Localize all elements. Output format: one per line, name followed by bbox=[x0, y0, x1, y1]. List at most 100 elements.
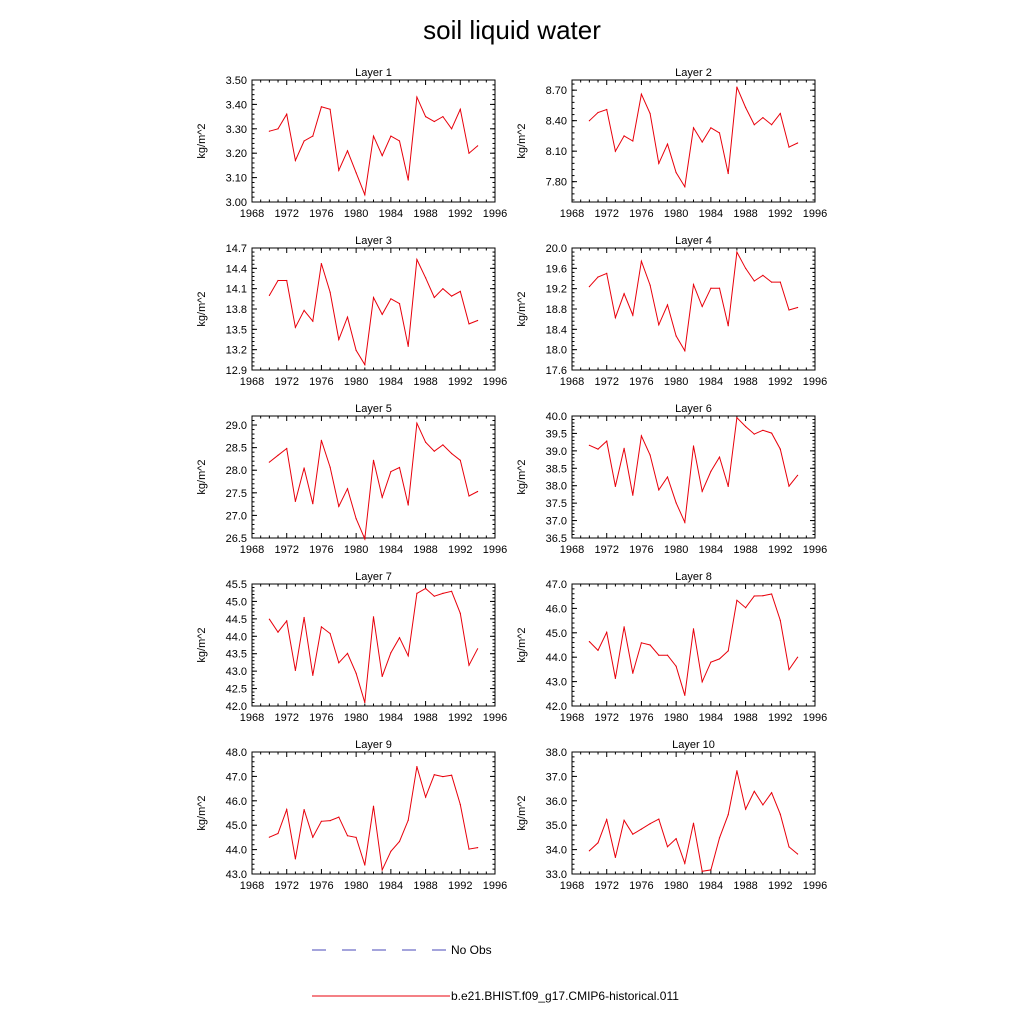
data-point bbox=[268, 836, 270, 838]
data-point bbox=[407, 504, 409, 506]
data-point bbox=[597, 649, 599, 652]
panel-layer-8: Layer 8 1968 1972 1976 1980 1984 1988 1992 1996 4… bbox=[516, 571, 827, 724]
y-tick-label: 37.5 bbox=[546, 498, 567, 510]
plot-frame bbox=[571, 751, 816, 875]
series-line bbox=[268, 257, 478, 367]
data-point bbox=[710, 869, 712, 871]
data-point bbox=[468, 495, 470, 497]
data-point bbox=[779, 448, 781, 450]
y-tick-label: 3.00 bbox=[226, 197, 247, 209]
y-tick-label: 28.0 bbox=[226, 465, 247, 477]
y-tick-label: 3.40 bbox=[226, 99, 247, 111]
y-tick-label: 46.0 bbox=[226, 796, 247, 808]
panel-title: Layer 10 bbox=[672, 739, 715, 751]
x-tick-label: 1996 bbox=[803, 880, 827, 892]
y-axis-label: kg/m^2 bbox=[196, 123, 208, 158]
data-point bbox=[632, 494, 634, 496]
data-point bbox=[649, 644, 651, 646]
data-point bbox=[666, 654, 669, 656]
data-point bbox=[372, 616, 375, 618]
y-tick-label: 19.2 bbox=[546, 284, 567, 296]
x-tick-label: 1968 bbox=[560, 376, 584, 388]
y-tick-label: 39.5 bbox=[546, 428, 567, 440]
x-tick-label: 1988 bbox=[413, 208, 437, 220]
data-point bbox=[346, 835, 349, 837]
panel-title: Layer 5 bbox=[355, 403, 392, 415]
x-tick-label: 1988 bbox=[733, 544, 757, 556]
data-point bbox=[398, 466, 401, 469]
data-point bbox=[710, 287, 712, 289]
panel-title: Layer 4 bbox=[675, 235, 712, 247]
x-tick-label: 1980 bbox=[664, 208, 688, 220]
data-point bbox=[433, 120, 435, 123]
y-tick-label: 34.0 bbox=[546, 845, 567, 857]
y-tick-label: 14.4 bbox=[226, 263, 247, 275]
y-tick-label: 18.8 bbox=[546, 304, 567, 316]
data-point bbox=[372, 135, 375, 137]
x-tick-label: 1988 bbox=[413, 880, 437, 892]
data-point bbox=[701, 870, 703, 872]
x-tick-label: 1968 bbox=[560, 544, 584, 556]
data-point bbox=[649, 112, 651, 115]
data-point bbox=[381, 155, 383, 157]
data-point bbox=[640, 642, 643, 644]
data-point bbox=[779, 813, 781, 815]
x-tick-label: 1984 bbox=[699, 880, 723, 892]
data-point bbox=[753, 280, 755, 282]
data-point bbox=[658, 489, 660, 491]
data-point bbox=[355, 836, 357, 839]
data-point bbox=[718, 456, 721, 458]
y-tick-label: 7.80 bbox=[546, 177, 567, 189]
y-tick-label: 38.0 bbox=[546, 481, 567, 493]
data-point bbox=[372, 459, 375, 461]
plot-frame bbox=[571, 415, 816, 539]
data-point bbox=[390, 652, 392, 654]
data-point bbox=[736, 599, 738, 601]
y-tick-label: 42.0 bbox=[546, 701, 567, 713]
data-point bbox=[372, 805, 375, 807]
data-point bbox=[381, 496, 383, 498]
data-point bbox=[355, 672, 357, 674]
y-tick-label: 43.0 bbox=[546, 677, 567, 689]
data-point bbox=[425, 441, 427, 443]
y-tick-label: 39.0 bbox=[546, 446, 567, 458]
data-point bbox=[718, 287, 721, 289]
data-point bbox=[425, 796, 427, 798]
data-point bbox=[762, 117, 764, 119]
data-point bbox=[797, 656, 799, 658]
data-point bbox=[338, 505, 340, 507]
panels: Layer 1 1968 1972 1976 1980 1984 1988 1992 1996 3… bbox=[196, 67, 827, 892]
data-point bbox=[355, 349, 357, 351]
data-point bbox=[614, 317, 617, 319]
plot-frame bbox=[251, 583, 496, 707]
data-point bbox=[277, 454, 279, 456]
data-point bbox=[303, 140, 305, 142]
data-point bbox=[468, 664, 470, 666]
data-point bbox=[692, 628, 695, 630]
x-tick-label: 1980 bbox=[344, 880, 368, 892]
data-point bbox=[451, 295, 453, 297]
y-tick-label: 38.0 bbox=[546, 747, 567, 759]
data-point bbox=[433, 450, 435, 452]
x-tick-label: 1984 bbox=[379, 880, 403, 892]
data-point bbox=[277, 631, 279, 633]
y-tick-label: 47.0 bbox=[546, 579, 567, 591]
data-point bbox=[407, 819, 409, 821]
x-tick-label: 1980 bbox=[664, 880, 688, 892]
x-tick-label: 1984 bbox=[699, 376, 723, 388]
data-point bbox=[277, 832, 279, 835]
data-point bbox=[606, 272, 608, 274]
series-line bbox=[589, 770, 798, 872]
data-point bbox=[771, 593, 773, 595]
data-point bbox=[606, 440, 608, 442]
data-point bbox=[771, 792, 773, 794]
data-point bbox=[407, 655, 409, 657]
data-point bbox=[364, 364, 366, 366]
y-tick-label: 35.0 bbox=[546, 820, 567, 832]
data-point bbox=[338, 338, 340, 341]
data-point bbox=[294, 858, 296, 860]
panel-title: Layer 9 bbox=[355, 739, 392, 751]
data-point bbox=[364, 194, 366, 196]
data-point bbox=[753, 124, 755, 126]
data-point bbox=[675, 335, 677, 337]
